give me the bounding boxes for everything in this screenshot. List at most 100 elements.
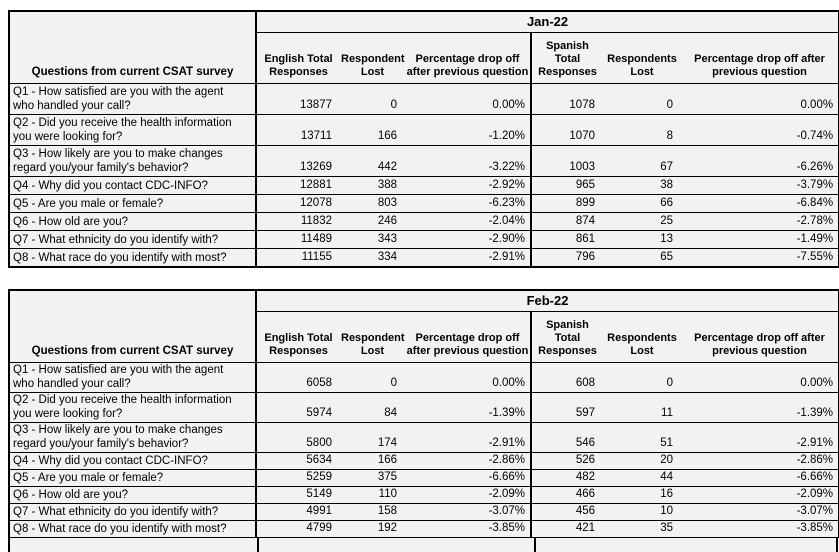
spanish-dropoff-pct-cell: -1.39% xyxy=(681,391,839,422)
spanish-respondents-lost-cell: 65 xyxy=(603,248,681,267)
table-row: Q1 - How satisfied are you with the agen… xyxy=(9,83,839,115)
table-row: Q7 - What ethnicity do you identify with… xyxy=(9,502,839,520)
english-respondents-lost-cell: 158 xyxy=(340,502,405,520)
table-row: Q2 - Did you receive the health informat… xyxy=(9,391,839,422)
question-cell: Q3 - How likely are you to make changes … xyxy=(9,145,257,177)
english-total-responses-cell: 5634 xyxy=(256,451,340,469)
spanish-respondents-lost-cell: 35 xyxy=(603,519,681,537)
table-row: Q3 - How likely are you to make changes … xyxy=(9,421,839,452)
table-row: Q2 - Did you receive the health informat… xyxy=(9,114,839,146)
spanish-total-responses-cell: 482 xyxy=(531,468,603,486)
spanish-respondents-lost-cell: 8 xyxy=(603,114,681,146)
spanish-respondents-lost-cell: 44 xyxy=(603,468,681,486)
english-total-responses-cell: 11489 xyxy=(256,230,340,249)
english-dropoff-pct-cell: 0.00% xyxy=(405,361,532,392)
english-total-responses-cell: 11832 xyxy=(256,212,340,231)
english-respondents-lost-cell: 166 xyxy=(340,114,405,146)
english-dropoff-pct-header: Percentage drop off after previous quest… xyxy=(405,32,532,84)
table-row: Q4 - Why did you contact CDC-INFO? 12881 3… xyxy=(9,176,839,195)
english-total-responses-cell: 5800 xyxy=(256,421,340,452)
question-cell: Q2 - Did you receive the health informat… xyxy=(9,114,257,146)
spanish-respondents-lost-cell: 10 xyxy=(603,502,681,520)
month-header-jan: Jan-22 xyxy=(256,11,839,33)
feb-22-table-body: Q1 - How satisfied are you with the agen… xyxy=(9,361,839,537)
spanish-dropoff-pct-cell: -3.85% xyxy=(681,519,839,537)
english-respondents-lost-cell: 192 xyxy=(340,519,405,537)
next-row-partial-cutoff xyxy=(8,537,838,552)
question-cell: Q6 - How old are you? xyxy=(9,212,257,231)
table-row: Q5 - Are you male or female? 5259 375 -6.66… xyxy=(9,468,839,486)
spanish-respondents-lost-cell: 25 xyxy=(603,212,681,231)
questions-column-header: Questions from current CSAT survey xyxy=(9,11,257,84)
english-dropoff-pct-cell: -2.04% xyxy=(405,212,532,231)
spanish-dropoff-pct-header: Percentage drop off after previous quest… xyxy=(681,32,839,84)
spanish-dropoff-pct-cell: -2.78% xyxy=(681,212,839,231)
column-header-row: English Total Responses Respondents Lost… xyxy=(9,32,839,84)
english-total-responses-cell: 11155 xyxy=(256,248,340,267)
spanish-total-responses-cell: 796 xyxy=(531,248,603,267)
english-dropoff-pct-cell: -3.22% xyxy=(405,145,532,177)
spanish-dropoff-pct-cell: 0.00% xyxy=(681,361,839,392)
english-respondents-lost-cell: 388 xyxy=(340,176,405,195)
english-respondents-lost-cell: 334 xyxy=(340,248,405,267)
english-total-responses-cell: 4799 xyxy=(256,519,340,537)
english-total-responses-cell: 4991 xyxy=(256,502,340,520)
english-respondents-lost-cell: 442 xyxy=(340,145,405,177)
question-cell: Q1 - How satisfied are you with the agen… xyxy=(9,361,257,392)
partial-spanish-cells xyxy=(536,538,836,552)
english-dropoff-pct-cell: -3.07% xyxy=(405,502,532,520)
english-total-responses-cell: 12881 xyxy=(256,176,340,195)
spanish-total-responses-header: Spanish Total Responses xyxy=(531,32,603,84)
spanish-total-responses-cell: 456 xyxy=(531,502,603,520)
spanish-total-responses-cell: 1003 xyxy=(531,145,603,177)
english-dropoff-pct-cell: -1.20% xyxy=(405,114,532,146)
english-dropoff-pct-cell: -2.90% xyxy=(405,230,532,249)
english-total-responses-cell: 13269 xyxy=(256,145,340,177)
english-dropoff-pct-cell: -6.66% xyxy=(405,468,532,486)
english-respondents-lost-cell: 166 xyxy=(340,451,405,469)
spanish-dropoff-pct-cell: 0.00% xyxy=(681,83,839,115)
spanish-respondents-lost-header: Respondents Lost xyxy=(603,311,681,363)
english-total-responses-cell: 6058 xyxy=(256,361,340,392)
spanish-respondents-lost-cell: 0 xyxy=(603,83,681,115)
spanish-respondents-lost-cell: 11 xyxy=(603,391,681,422)
english-total-responses-cell: 5259 xyxy=(256,468,340,486)
english-respondents-lost-cell: 110 xyxy=(340,485,405,503)
english-respondents-lost-cell: 246 xyxy=(340,212,405,231)
spanish-dropoff-pct-cell: -1.49% xyxy=(681,230,839,249)
spanish-total-responses-cell: 526 xyxy=(531,451,603,469)
question-cell: Q2 - Did you receive the health informat… xyxy=(9,391,257,422)
question-cell: Q4 - Why did you contact CDC-INFO? xyxy=(9,451,257,469)
spanish-total-responses-cell: 899 xyxy=(531,194,603,213)
question-cell: Q6 - How old are you? xyxy=(9,485,257,503)
partial-english-cells xyxy=(259,537,536,552)
jan-22-table-body: Q1 - How satisfied are you with the agen… xyxy=(9,83,839,267)
spanish-total-responses-header: Spanish Total Responses xyxy=(531,311,603,363)
english-respondents-lost-cell: 803 xyxy=(340,194,405,213)
spanish-dropoff-pct-cell: -3.79% xyxy=(681,176,839,195)
spanish-respondents-lost-cell: 20 xyxy=(603,451,681,469)
spanish-respondents-lost-cell: 38 xyxy=(603,176,681,195)
month-header-row: Questions from current CSAT survey Feb-2… xyxy=(9,289,839,362)
question-cell: Q8 - What race do you identify with most… xyxy=(9,248,257,267)
english-total-responses-header: English Total Responses xyxy=(256,32,340,84)
spanish-respondents-lost-cell: 16 xyxy=(603,485,681,503)
spanish-total-responses-cell: 965 xyxy=(531,176,603,195)
spanish-dropoff-pct-cell: -6.26% xyxy=(681,145,839,177)
jan-22-dropoff-table: Questions from current CSAT survey Jan-2… xyxy=(8,10,839,268)
english-dropoff-pct-cell: -2.92% xyxy=(405,176,532,195)
english-total-responses-header: English Total Responses xyxy=(256,311,340,363)
spanish-respondents-lost-cell: 13 xyxy=(603,230,681,249)
english-dropoff-pct-header: Percentage drop off after previous quest… xyxy=(405,311,532,363)
spanish-dropoff-pct-header: Percentage drop off after previous quest… xyxy=(681,311,839,363)
table-row: Q8 - What race do you identify with most… xyxy=(9,519,839,537)
spanish-dropoff-pct-cell: -2.09% xyxy=(681,485,839,503)
english-total-responses-cell: 13711 xyxy=(256,114,340,146)
question-cell: Q5 - Are you male or female? xyxy=(9,468,257,486)
english-respondents-lost-header: Respondents Lost xyxy=(340,311,405,363)
english-respondents-lost-header: Respondents Lost xyxy=(340,32,405,84)
question-cell: Q3 - How likely are you to make changes … xyxy=(9,421,257,452)
english-dropoff-pct-cell: -2.86% xyxy=(405,451,532,469)
spanish-dropoff-pct-cell: -6.66% xyxy=(681,468,839,486)
spanish-dropoff-pct-cell: -7.55% xyxy=(681,248,839,267)
